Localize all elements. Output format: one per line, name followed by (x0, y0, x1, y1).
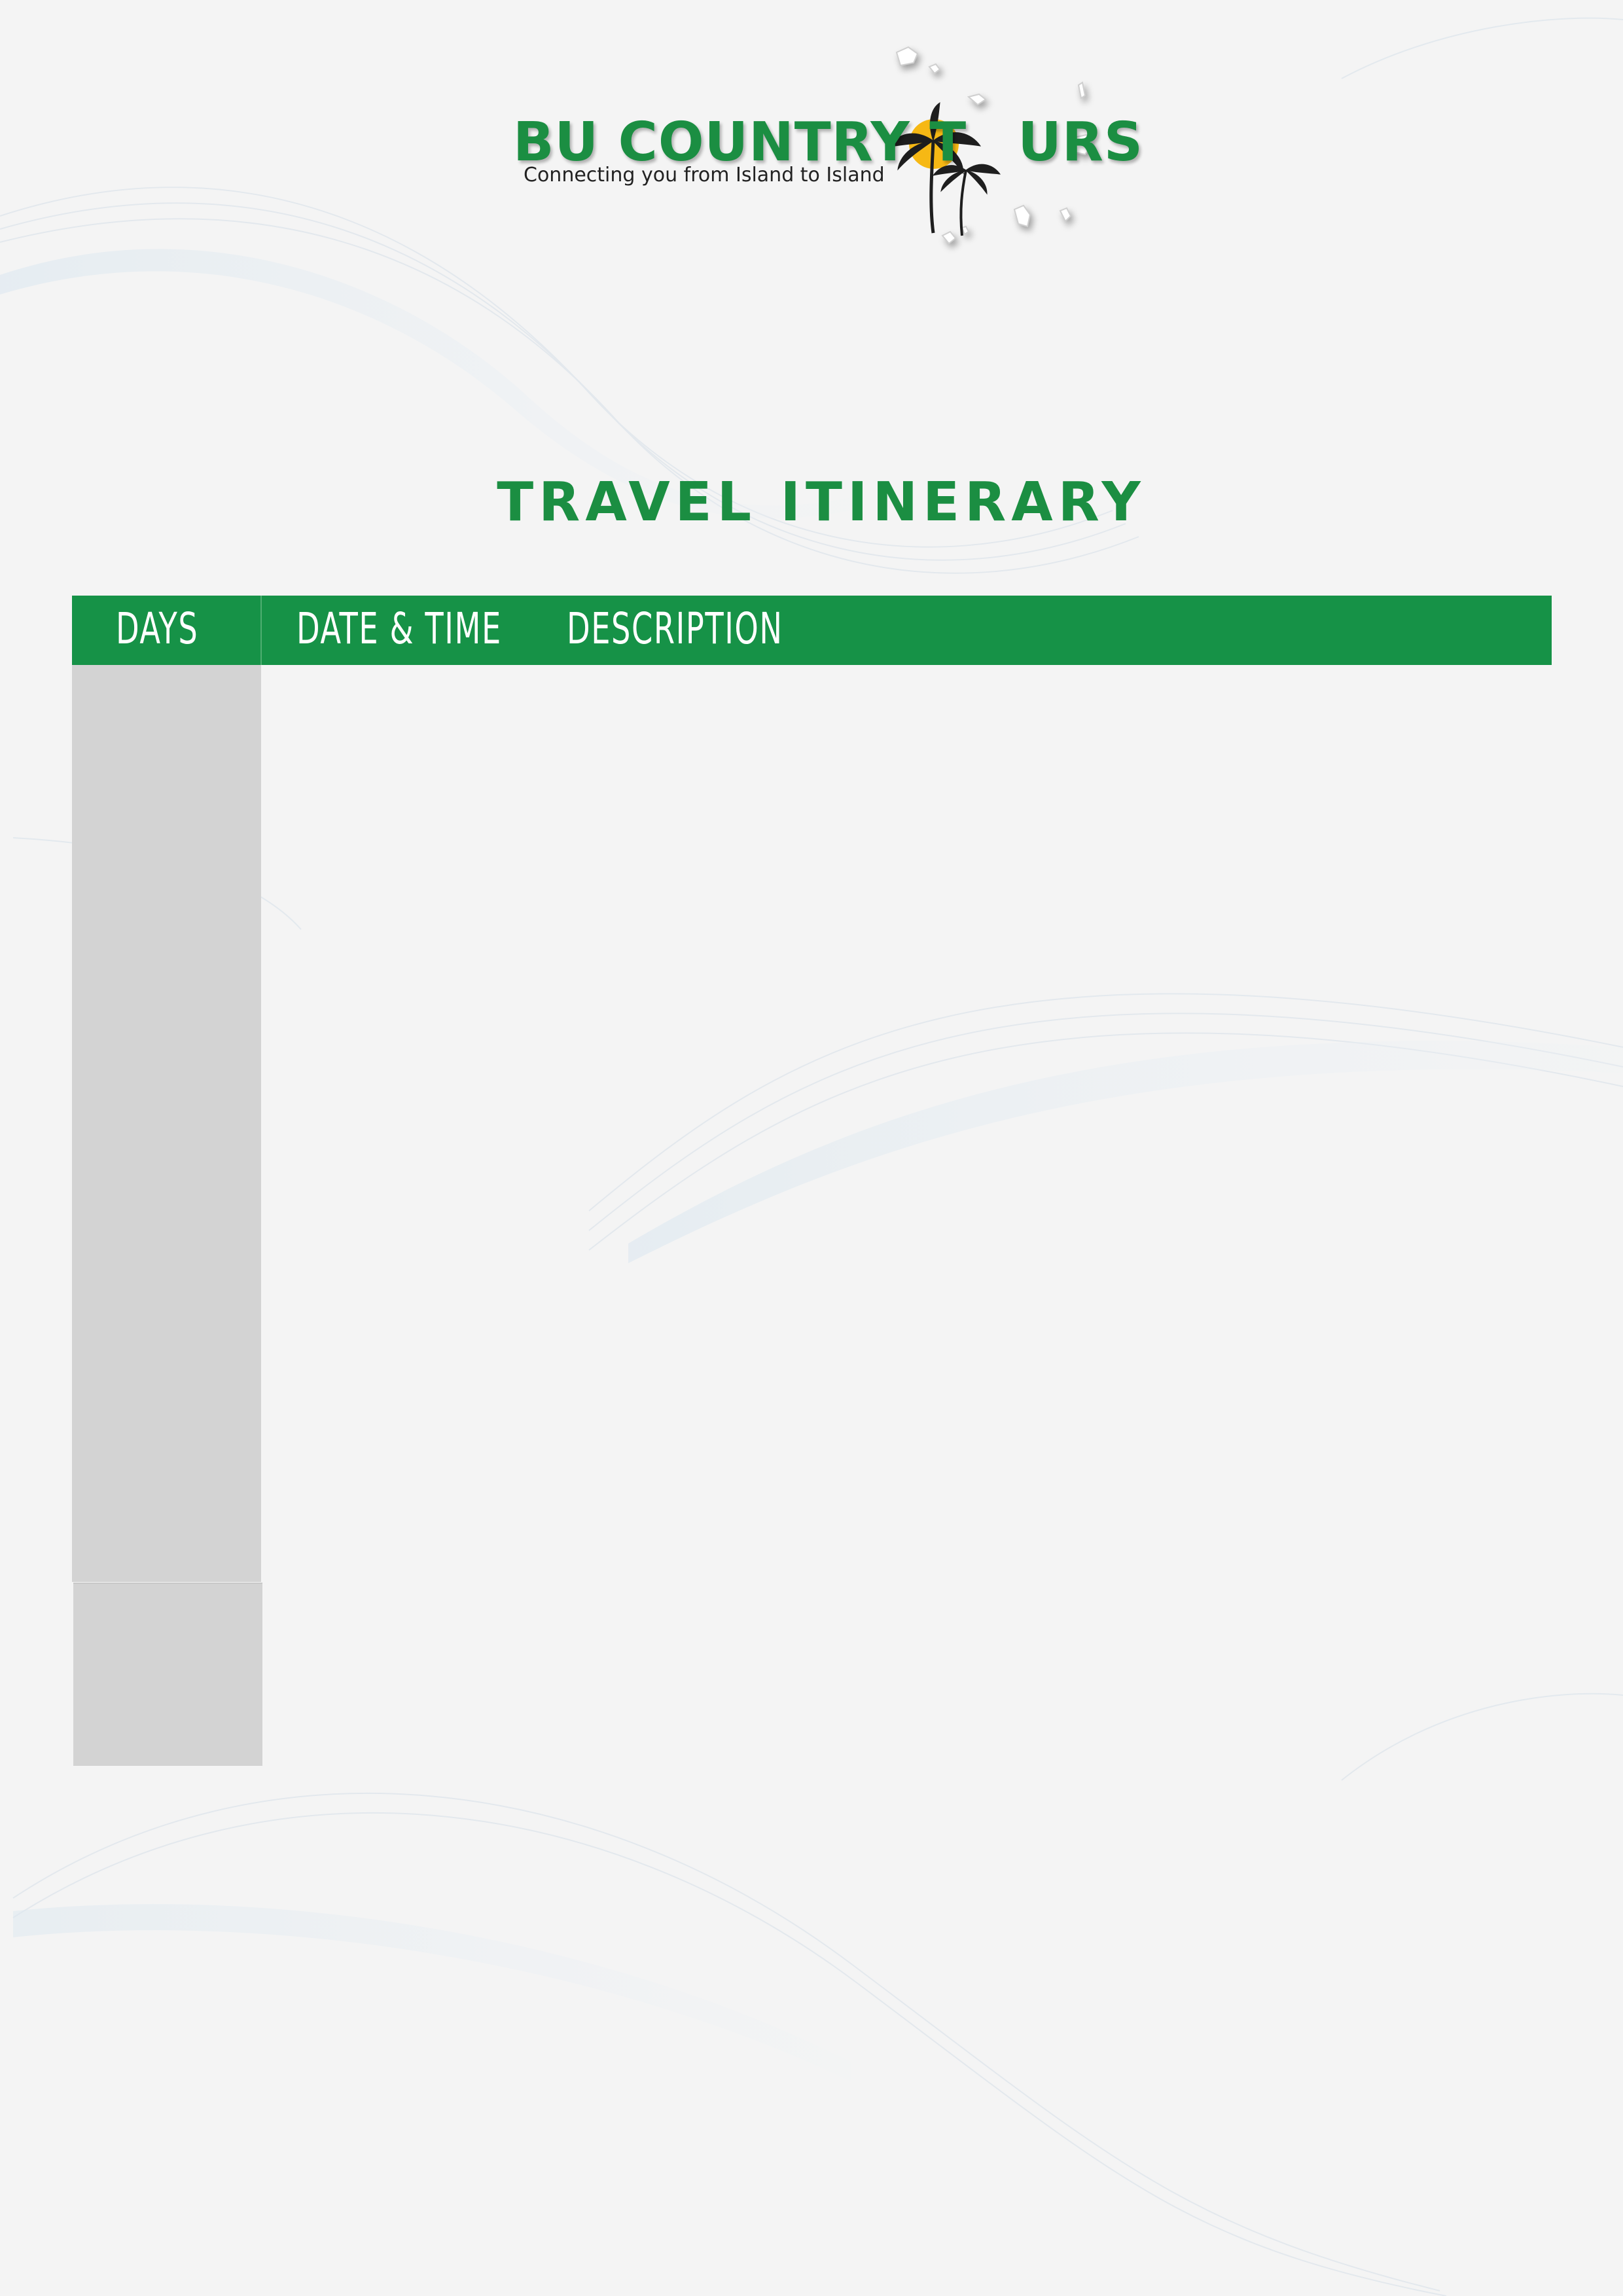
brand-name: BU COUNTRY T URS (513, 111, 1143, 173)
days-column-cell (73, 1583, 262, 1766)
days-column-cell (72, 665, 261, 1582)
brand-name-part2: URS (1018, 111, 1143, 173)
column-header-days: DAYS (116, 603, 199, 654)
brand-name-part1: BU COUNTRY T (513, 111, 967, 173)
brand-tagline: Connecting you from Island to Island (524, 164, 885, 187)
palm-tree-sun-icon (886, 101, 1001, 236)
column-divider (260, 596, 262, 665)
document-title: TRAVEL ITINERARY (497, 471, 1146, 533)
logo-graphic (886, 46, 1094, 245)
column-header-date-time: DATE & TIME (296, 603, 502, 654)
island-map-icon (895, 46, 1094, 245)
table-header: DAYS DATE & TIME DESCRIPTION (72, 596, 1552, 665)
column-header-description: DESCRIPTION (567, 603, 783, 654)
